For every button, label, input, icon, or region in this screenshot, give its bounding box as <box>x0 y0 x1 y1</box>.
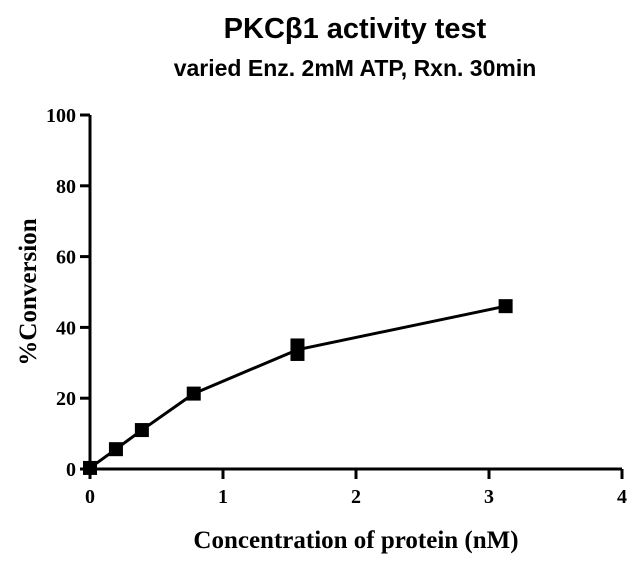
x-tick-label: 4 <box>617 486 627 508</box>
x-tick-label: 1 <box>218 486 228 508</box>
axes <box>80 115 622 479</box>
y-tick-label: 60 <box>56 247 76 269</box>
data-point-marker <box>108 442 123 457</box>
y-tick-label: 80 <box>56 176 76 198</box>
x-tick-label: 2 <box>351 486 361 508</box>
data-point-marker <box>498 299 513 314</box>
y-axis-label: %Conversion <box>15 218 42 365</box>
y-tick-label: 20 <box>56 388 76 410</box>
data-point-marker <box>83 460 97 475</box>
x-tick-label: 0 <box>85 486 95 508</box>
x-axis-label: Concentration of protein (nM) <box>193 527 518 554</box>
chart-title: PKCβ1 activity test <box>224 13 487 45</box>
series-line <box>89 304 506 470</box>
y-axis-ticks: 0 20 40 60 80 100 <box>46 105 90 481</box>
series <box>83 299 513 475</box>
y-tick-label: 40 <box>56 317 76 339</box>
data-point-marker <box>134 423 149 438</box>
data-point-marker <box>186 386 201 401</box>
x-tick-label: 3 <box>484 486 494 508</box>
chart-subtitle: varied Enz. 2mM ATP, Rxn. 30min <box>174 55 537 81</box>
x-axis-ticks: 0 1 2 3 4 <box>85 469 627 508</box>
data-point-marker <box>290 338 305 353</box>
y-tick-label: 0 <box>66 459 76 481</box>
y-tick-label: 100 <box>46 105 76 127</box>
